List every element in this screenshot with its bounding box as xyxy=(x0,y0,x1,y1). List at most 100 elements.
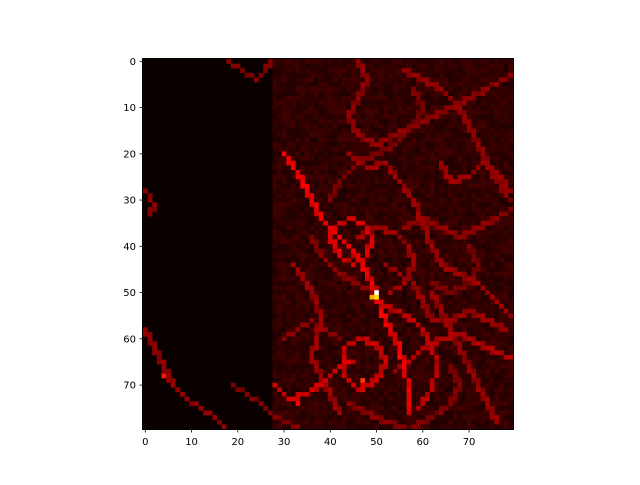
heatmap-cell xyxy=(369,318,375,323)
heatmap-cell xyxy=(152,202,158,208)
heatmap-cell xyxy=(337,239,343,245)
heatmap-cell xyxy=(378,179,384,185)
heatmap-cell xyxy=(369,410,375,416)
heatmap-cell xyxy=(503,355,509,360)
heatmap-cell xyxy=(429,63,435,69)
heatmap-cell xyxy=(365,234,370,240)
heatmap-cell xyxy=(323,308,329,314)
heatmap-cell xyxy=(341,378,347,383)
heatmap-cell xyxy=(420,174,426,180)
heatmap-cell xyxy=(355,234,361,240)
heatmap-cell xyxy=(452,382,458,388)
heatmap-cell xyxy=(471,146,477,152)
heatmap-cell xyxy=(365,304,370,309)
heatmap-cell xyxy=(508,368,514,374)
heatmap-cell xyxy=(147,193,153,198)
heatmap-cell xyxy=(439,276,444,282)
heatmap-cell xyxy=(448,419,454,425)
heatmap-cell xyxy=(383,410,389,416)
heatmap-cell xyxy=(351,63,356,69)
heatmap-cell xyxy=(328,105,333,111)
heatmap-cell xyxy=(489,105,495,111)
heatmap-cell xyxy=(365,244,370,249)
heatmap-cell xyxy=(281,128,287,134)
heatmap-cell xyxy=(272,271,278,277)
heatmap-cell xyxy=(365,415,370,420)
heatmap-cell xyxy=(480,341,486,346)
heatmap-cell xyxy=(466,322,472,328)
heatmap-cell xyxy=(397,234,403,240)
heatmap-cell xyxy=(286,63,292,69)
heatmap-cell xyxy=(300,179,306,185)
heatmap-cell xyxy=(402,382,407,388)
heatmap-cell xyxy=(383,211,389,217)
heatmap-cell xyxy=(503,220,509,226)
heatmap-cell xyxy=(304,304,310,309)
heatmap-cell xyxy=(411,128,417,134)
heatmap-cell xyxy=(365,59,370,64)
heatmap-cell xyxy=(439,299,444,305)
heatmap-cell xyxy=(434,96,440,101)
heatmap-cell xyxy=(392,63,398,69)
heatmap-cell xyxy=(337,174,343,180)
heatmap-cell xyxy=(462,193,467,198)
heatmap-cell xyxy=(508,216,514,222)
heatmap-cell xyxy=(503,123,509,129)
heatmap-cell xyxy=(452,424,458,430)
heatmap-cell xyxy=(328,373,333,379)
heatmap-cell xyxy=(485,197,491,203)
heatmap-cell xyxy=(300,401,306,407)
heatmap-cell xyxy=(411,257,417,263)
heatmap-cell xyxy=(355,239,361,245)
heatmap-cell xyxy=(392,318,398,323)
heatmap-cell xyxy=(277,387,282,393)
heatmap-cell xyxy=(480,327,486,333)
heatmap-cell xyxy=(332,262,338,268)
heatmap-cell xyxy=(457,382,463,388)
heatmap-cell xyxy=(300,424,306,430)
heatmap-cell xyxy=(351,368,356,374)
heatmap-cell xyxy=(411,415,417,420)
heatmap-cell xyxy=(499,396,504,402)
heatmap-cell xyxy=(429,119,435,124)
heatmap-cell xyxy=(341,220,347,226)
heatmap-cell xyxy=(341,308,347,314)
heatmap-cell xyxy=(471,216,477,222)
heatmap-cell xyxy=(300,392,306,397)
heatmap-cell xyxy=(272,234,278,240)
heatmap-cell xyxy=(406,405,412,411)
heatmap-cell xyxy=(466,396,472,402)
heatmap-cell xyxy=(476,188,481,194)
heatmap-cell xyxy=(462,392,467,397)
heatmap-cell xyxy=(420,63,426,69)
heatmap-cell xyxy=(489,137,495,143)
heatmap-cell xyxy=(323,91,329,97)
heatmap-cell xyxy=(323,109,329,115)
heatmap-cell xyxy=(397,170,403,175)
heatmap-cell xyxy=(300,123,306,129)
heatmap-cell xyxy=(462,234,467,240)
heatmap-cell xyxy=(397,146,403,152)
heatmap-cell xyxy=(485,253,491,259)
heatmap-cell xyxy=(337,77,343,83)
heatmap-cell xyxy=(415,392,421,397)
heatmap-cell xyxy=(388,156,393,161)
heatmap-cell xyxy=(272,68,278,74)
heatmap-cell xyxy=(462,68,467,74)
heatmap-cell xyxy=(351,142,356,148)
heatmap-cell xyxy=(286,285,292,291)
heatmap-cell xyxy=(415,290,421,296)
heatmap-cell xyxy=(323,341,329,346)
heatmap-cell xyxy=(466,257,472,263)
heatmap-cell xyxy=(346,82,352,87)
heatmap-cell xyxy=(402,276,407,282)
heatmap-cell xyxy=(434,156,440,161)
heatmap-cell xyxy=(369,341,375,346)
heatmap-cell xyxy=(499,271,504,277)
heatmap-cell xyxy=(452,59,458,64)
heatmap-cell xyxy=(328,294,333,300)
heatmap-cell xyxy=(351,267,356,272)
heatmap-cell xyxy=(346,248,352,254)
heatmap-cell xyxy=(323,382,329,388)
heatmap-cell xyxy=(323,322,329,328)
